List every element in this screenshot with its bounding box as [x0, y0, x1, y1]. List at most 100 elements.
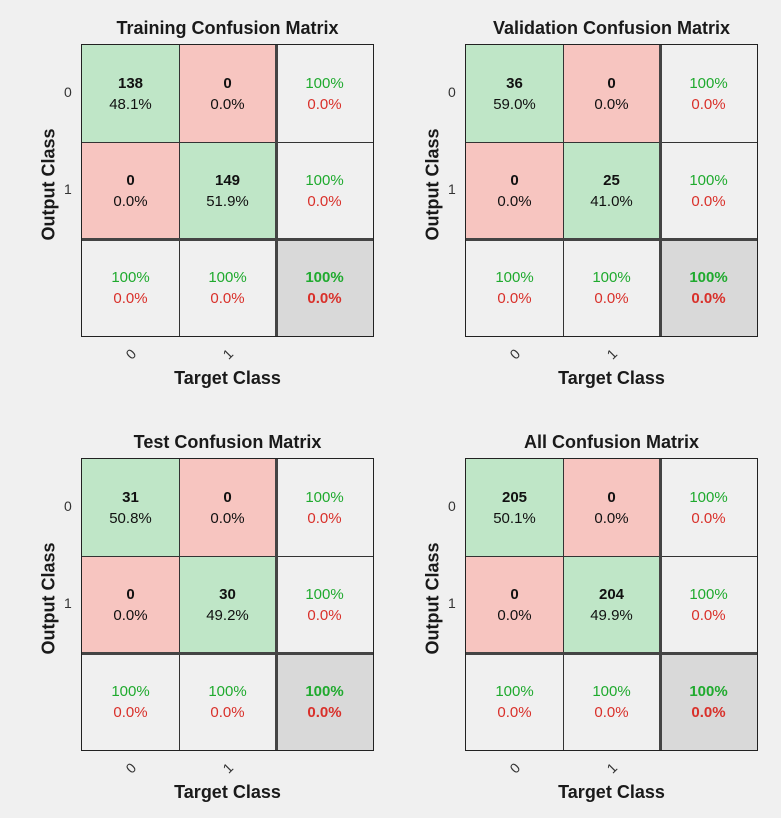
test-confusion-matrix: Test Confusion Matrix Output Class Target … — [39, 428, 400, 818]
column-summary-cell: 100% 0.0% — [179, 653, 276, 750]
cell-value: 100% — [689, 171, 728, 189]
y-tick-label: 1 — [448, 181, 456, 197]
cell-percent: 0.0% — [691, 509, 726, 527]
x-tick-label: 1 — [219, 345, 237, 363]
grid-line — [275, 45, 278, 336]
cell-percent: 50.1% — [493, 509, 536, 527]
training-confusion-matrix: Training Confusion Matrix Output Class Tar… — [38, 14, 400, 404]
cell-percent: 48.1% — [109, 95, 152, 113]
correct-cell: 204 49.9% — [563, 556, 660, 653]
x-axis-label: Target Class — [174, 782, 281, 802]
chart-title: Training Confusion Matrix — [116, 18, 339, 38]
x-tick-label: 0 — [506, 345, 524, 363]
cell-percent: 0.0% — [113, 703, 148, 721]
cell-value: 36 — [506, 74, 523, 92]
overall-accuracy-cell: 100% 0.0% — [276, 239, 373, 336]
grid-line — [275, 459, 278, 750]
cell-value: 31 — [122, 488, 139, 506]
grid-line — [466, 652, 757, 655]
cell-value: 100% — [305, 171, 344, 189]
cell-value: 0 — [223, 488, 232, 506]
cell-percent: 0.0% — [307, 192, 342, 210]
column-summary-cell: 100% 0.0% — [179, 239, 276, 336]
cell-value: 100% — [305, 74, 344, 92]
cell-percent: 0.0% — [594, 703, 629, 721]
row-summary-cell: 100% 0.0% — [276, 142, 373, 239]
column-summary-cell: 100% 0.0% — [82, 239, 179, 336]
all-confusion-matrix: All Confusion Matrix Output Class Target C… — [423, 428, 781, 818]
cell-value: 100% — [592, 268, 631, 286]
grid-line — [659, 45, 662, 336]
cell-value: 0 — [223, 74, 232, 92]
cell-value: 100% — [689, 268, 728, 286]
overall-accuracy-cell: 100% 0.0% — [660, 239, 757, 336]
cell-percent: 49.9% — [590, 606, 633, 624]
cell-value: 100% — [495, 682, 534, 700]
cell-percent: 0.0% — [113, 192, 148, 210]
cell-percent: 59.0% — [493, 95, 536, 113]
correct-cell: 138 48.1% — [82, 45, 179, 142]
cell-percent: 0.0% — [113, 606, 148, 624]
cell-percent: 0.0% — [210, 95, 245, 113]
cell-percent: 0.0% — [594, 95, 629, 113]
column-summary-cell: 100% 0.0% — [563, 239, 660, 336]
cell-value: 205 — [501, 488, 528, 506]
cell-value: 138 — [117, 74, 144, 92]
chart-title: Test Confusion Matrix — [133, 432, 322, 452]
grid-line — [659, 459, 662, 750]
column-summary-cell: 100% 0.0% — [466, 239, 563, 336]
cell-value: 204 — [598, 585, 625, 603]
cell-value: 0 — [510, 585, 519, 603]
cell-percent: 0.0% — [497, 606, 532, 624]
row-summary-cell: 100% 0.0% — [276, 459, 373, 556]
cell-value: 100% — [495, 268, 534, 286]
cell-value: 0 — [607, 488, 616, 506]
misclass-cell: 0 0.0% — [563, 459, 660, 556]
cell-value: 100% — [689, 585, 728, 603]
row-summary-cell: 100% 0.0% — [276, 556, 373, 653]
x-axis-label: Target Class — [174, 368, 281, 388]
row-summary-cell: 100% 0.0% — [276, 45, 373, 142]
y-tick-label: 0 — [64, 498, 72, 514]
column-summary-cell: 100% 0.0% — [563, 653, 660, 750]
cell-value: 100% — [111, 682, 150, 700]
grid-line — [82, 238, 373, 241]
y-tick-label: 0 — [64, 84, 72, 100]
x-tick-label: 0 — [122, 345, 140, 363]
cell-percent: 0.0% — [307, 703, 342, 721]
correct-cell: 30 49.2% — [179, 556, 276, 653]
x-tick-label: 1 — [603, 345, 621, 363]
cell-value: 30 — [219, 585, 236, 603]
misclass-cell: 0 0.0% — [466, 142, 563, 239]
cell-value: 149 — [214, 171, 241, 189]
matrix-grid: 138 48.1% 0 0.0% 100% 0.0% 0 0.0% 149 51.9% 100% 0.… — [81, 44, 374, 337]
cell-percent: 0.0% — [594, 289, 629, 307]
grid-line — [82, 556, 373, 557]
cell-value: 25 — [603, 171, 620, 189]
x-tick-label: 0 — [506, 759, 524, 777]
cell-percent: 0.0% — [113, 289, 148, 307]
misclass-cell: 0 0.0% — [179, 459, 276, 556]
matrix-grid: 31 50.8% 0 0.0% 100% 0.0% 0 0.0% 30 49.2% 100% 0.0%… — [81, 458, 374, 751]
row-summary-cell: 100% 0.0% — [660, 142, 757, 239]
cell-percent: 0.0% — [307, 95, 342, 113]
cell-value: 100% — [208, 268, 247, 286]
grid-line — [82, 652, 373, 655]
x-tick-label: 1 — [219, 759, 237, 777]
correct-cell: 36 59.0% — [466, 45, 563, 142]
cell-percent: 0.0% — [210, 509, 245, 527]
x-axis-label: Target Class — [558, 782, 665, 802]
cell-percent: 0.0% — [691, 192, 726, 210]
correct-cell: 205 50.1% — [466, 459, 563, 556]
matrix-grid: 205 50.1% 0 0.0% 100% 0.0% 0 0.0% 204 49.9% 100% 0.… — [465, 458, 758, 751]
column-summary-cell: 100% 0.0% — [466, 653, 563, 750]
cell-percent: 0.0% — [307, 289, 342, 307]
cell-percent: 50.8% — [109, 509, 152, 527]
cell-percent: 51.9% — [206, 192, 249, 210]
y-tick-label: 1 — [448, 595, 456, 611]
cell-value: 100% — [305, 268, 344, 286]
cell-value: 0 — [126, 171, 135, 189]
misclass-cell: 0 0.0% — [82, 556, 179, 653]
y-axis-label: Output Class — [38, 128, 59, 241]
